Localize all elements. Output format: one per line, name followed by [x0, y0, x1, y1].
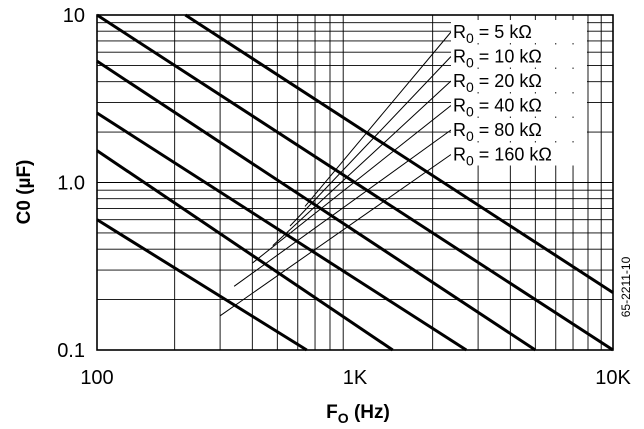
figure-id: 65-2211-10 [619, 256, 633, 317]
x-axis-label-unit: (Hz) [349, 402, 390, 423]
legend-entry-value: = 80 kΩ [474, 120, 542, 140]
legend-entry-subscript: 0 [466, 55, 474, 71]
legend-entry-prefix: R [453, 47, 466, 67]
legend-entry: R0 = 5 kΩ [453, 22, 532, 46]
legend-entry-value: = 5 kΩ [474, 22, 532, 42]
tick-labels: 100 1K 10K 10 1.0 0.1 [57, 5, 631, 389]
series-line [96, 149, 394, 352]
legend-entry-subscript: 0 [466, 153, 474, 169]
legend-entry-subscript: 0 [466, 79, 474, 95]
legend-entry: R0 = 160 kΩ [453, 145, 552, 169]
series-line [184, 13, 614, 294]
legend-label-background [451, 69, 587, 92]
legend-entry-prefix: R [453, 71, 466, 91]
legend-label-background [451, 44, 587, 68]
legend-entry-value: = 40 kΩ [474, 96, 542, 116]
x-tick-label: 10K [595, 367, 631, 389]
legend-entry-prefix: R [453, 22, 466, 42]
legend-entry-value: = 10 kΩ [474, 47, 542, 67]
legend-leader-line [304, 31, 452, 207]
x-axis-label-sub: O [338, 410, 349, 426]
legend-leader-line [272, 80, 452, 246]
legend-entry-value: = 160 kΩ [474, 145, 552, 165]
legend-entry: R0 = 40 kΩ [453, 96, 542, 120]
legend-entry-subscript: 0 [466, 30, 474, 46]
y-tick-label: 0.1 [57, 340, 85, 362]
legend-entry-prefix: R [453, 120, 466, 140]
legend-label-background [451, 118, 587, 141]
legend-leader-line [289, 56, 452, 227]
y-tick-label: 10 [63, 5, 85, 27]
legend-leader-line [219, 154, 452, 317]
x-tick-label: 100 [80, 367, 113, 389]
legend-entry-prefix: R [453, 96, 466, 116]
legend-entry: R0 = 80 kΩ [453, 120, 542, 144]
x-axis-label: FO (Hz) [326, 402, 390, 426]
y-axis-label: C0 (µF) [14, 160, 35, 225]
legend-entry: R0 = 10 kΩ [453, 47, 542, 71]
y-tick-label: 1.0 [57, 173, 85, 195]
legend-entry: R0 = 20 kΩ [453, 71, 542, 95]
x-axis-label-main: F [326, 402, 338, 423]
legend-entry-prefix: R [453, 145, 466, 165]
series-line [96, 13, 614, 352]
series-line [96, 218, 308, 352]
legend-entry-subscript: 0 [466, 128, 474, 144]
legend-label-background [451, 93, 587, 117]
legend-entry-subscript: 0 [466, 104, 474, 120]
legend-entry-value: = 20 kΩ [474, 71, 542, 91]
legend-label-background [451, 142, 587, 166]
x-tick-label: 1K [343, 367, 368, 389]
legend-leader-lines [219, 31, 452, 317]
legend-leader-line [252, 105, 452, 264]
legend-label-background [451, 20, 587, 43]
legend-leader-line [233, 129, 452, 287]
series-line [96, 111, 468, 352]
plot-frame [96, 14, 614, 351]
